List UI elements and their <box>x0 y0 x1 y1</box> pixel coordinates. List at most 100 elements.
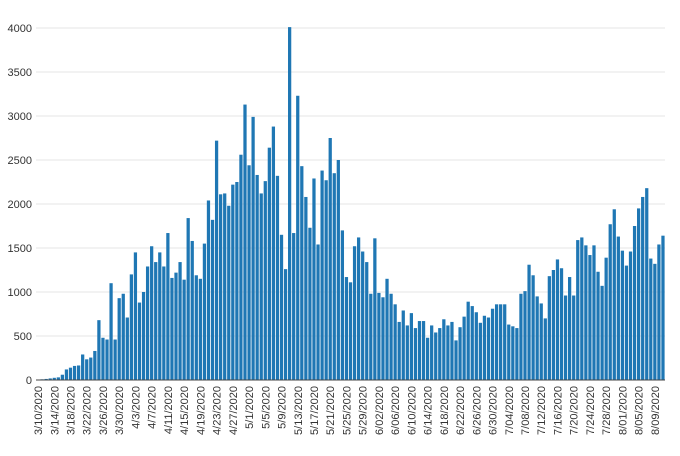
bar[interactable] <box>519 293 523 380</box>
bar[interactable] <box>263 181 267 380</box>
bar[interactable] <box>231 184 235 380</box>
bar[interactable] <box>507 324 511 380</box>
bar[interactable] <box>64 369 69 380</box>
bar[interactable] <box>559 268 564 380</box>
bar[interactable] <box>247 165 251 380</box>
bar[interactable] <box>227 205 231 380</box>
bar[interactable] <box>235 182 239 380</box>
bar[interactable] <box>336 160 340 380</box>
bar[interactable] <box>637 208 641 380</box>
bar[interactable] <box>60 374 64 380</box>
bar[interactable] <box>288 27 292 381</box>
bar[interactable] <box>535 296 539 380</box>
bar[interactable] <box>239 154 243 380</box>
bar[interactable] <box>259 193 263 380</box>
bar[interactable] <box>446 325 450 380</box>
bar[interactable] <box>657 244 661 380</box>
bar[interactable] <box>202 243 207 380</box>
bar[interactable] <box>641 196 645 380</box>
bar[interactable] <box>117 298 121 380</box>
bar[interactable] <box>251 116 255 380</box>
bar[interactable] <box>588 255 592 380</box>
bar[interactable] <box>616 236 620 380</box>
bar[interactable] <box>174 272 178 380</box>
bar[interactable] <box>604 257 608 380</box>
bar[interactable] <box>243 104 247 380</box>
bar[interactable] <box>401 310 405 380</box>
bar[interactable] <box>129 274 133 380</box>
bar[interactable] <box>121 293 125 380</box>
bar[interactable] <box>365 262 369 380</box>
bar[interactable] <box>97 320 101 380</box>
bar[interactable] <box>474 312 478 380</box>
bar[interactable] <box>539 303 543 380</box>
bar[interactable] <box>190 240 194 380</box>
bar[interactable] <box>344 277 349 380</box>
bar[interactable] <box>389 293 393 380</box>
bar[interactable] <box>141 292 146 380</box>
bar[interactable] <box>551 270 556 380</box>
bar[interactable] <box>194 275 198 380</box>
bar[interactable] <box>170 277 174 380</box>
bar[interactable] <box>434 332 438 380</box>
bar[interactable] <box>381 297 385 380</box>
bar[interactable] <box>93 350 97 380</box>
bar[interactable] <box>425 337 430 380</box>
bar[interactable] <box>76 365 81 380</box>
bar[interactable] <box>624 265 629 380</box>
bar[interactable] <box>458 327 462 380</box>
bar[interactable] <box>523 291 527 380</box>
bar[interactable] <box>373 238 377 380</box>
bar[interactable] <box>352 246 357 380</box>
bar[interactable] <box>596 271 600 380</box>
bar[interactable] <box>653 263 657 380</box>
bar[interactable] <box>304 196 308 380</box>
bar[interactable] <box>113 339 117 380</box>
bar[interactable] <box>438 328 442 380</box>
bar[interactable] <box>133 252 138 380</box>
bar[interactable] <box>283 269 288 380</box>
bar[interactable] <box>486 317 491 380</box>
bar[interactable] <box>645 188 649 380</box>
bar[interactable] <box>137 302 142 380</box>
bar[interactable] <box>649 258 653 380</box>
bar[interactable] <box>186 218 190 380</box>
bar[interactable] <box>369 293 373 380</box>
bar[interactable] <box>385 278 389 380</box>
bar[interactable] <box>56 377 60 380</box>
bar[interactable] <box>328 138 332 380</box>
bar[interactable] <box>154 262 158 380</box>
bar[interactable] <box>499 304 503 380</box>
bar[interactable] <box>223 193 227 380</box>
bar[interactable] <box>255 174 259 380</box>
bar[interactable] <box>612 209 616 380</box>
bar[interactable] <box>478 322 482 380</box>
bar[interactable] <box>356 237 361 380</box>
bar[interactable] <box>430 325 434 380</box>
bar[interactable] <box>568 277 572 380</box>
bar[interactable] <box>417 321 422 380</box>
bar[interactable] <box>105 339 109 380</box>
bar[interactable] <box>340 230 345 380</box>
bar[interactable] <box>48 378 52 380</box>
bar[interactable] <box>109 283 113 380</box>
bar[interactable] <box>332 173 336 380</box>
bar[interactable] <box>81 354 85 380</box>
bar[interactable] <box>543 318 547 380</box>
bar[interactable] <box>632 226 637 380</box>
bar[interactable] <box>125 317 129 380</box>
bar[interactable] <box>162 266 166 380</box>
bar[interactable] <box>198 278 202 380</box>
bar[interactable] <box>454 340 458 380</box>
bar[interactable] <box>182 279 186 380</box>
bar[interactable] <box>158 252 162 380</box>
bar[interactable] <box>442 319 446 380</box>
bar[interactable] <box>628 251 633 380</box>
bar[interactable] <box>292 233 296 380</box>
bar[interactable] <box>72 365 77 380</box>
bar[interactable] <box>450 321 454 380</box>
bar[interactable] <box>52 377 56 380</box>
bar[interactable] <box>210 219 215 380</box>
bar[interactable] <box>44 378 48 380</box>
bar[interactable] <box>600 285 604 380</box>
